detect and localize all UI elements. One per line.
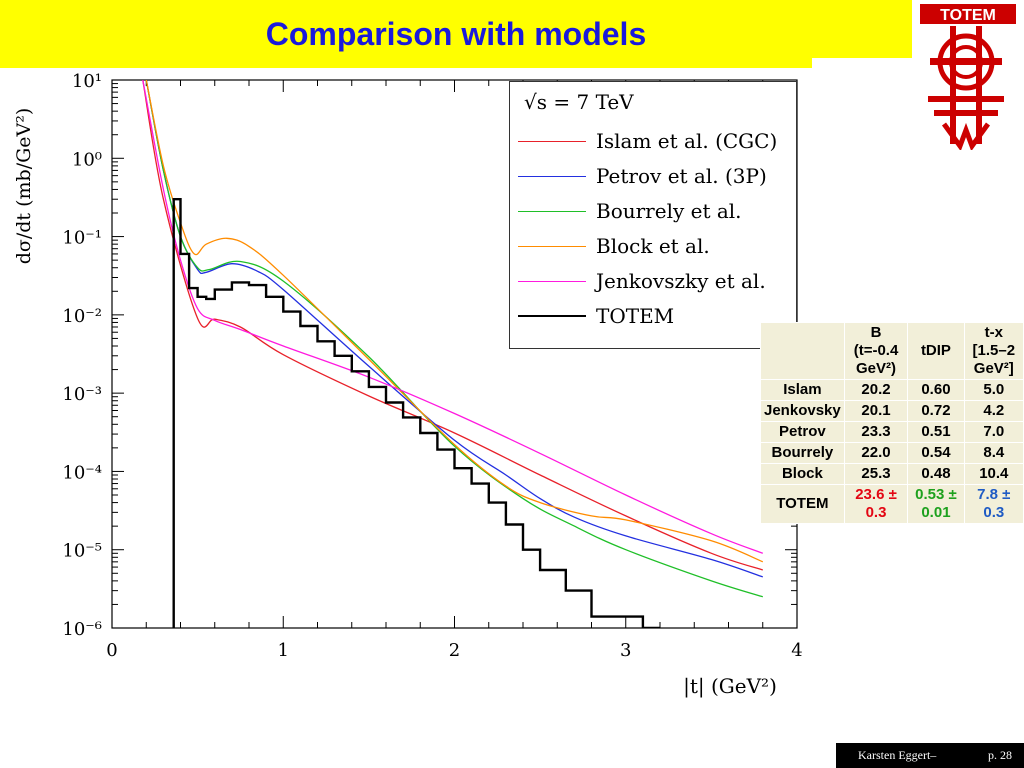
x-tick-labels: 0 1 2 3 4 — [106, 640, 802, 661]
table-cell: 5.0 — [963, 379, 1024, 401]
legend-label: Block et al. — [596, 234, 710, 258]
table-cell: Petrov — [760, 421, 845, 443]
totem-logo: TOTEM — [920, 4, 1016, 150]
table-cell: 20.2 — [843, 379, 909, 401]
series-line-totem — [172, 198, 660, 628]
footer-author: Karsten Eggert– — [858, 748, 937, 762]
table-header-cell: tDIP — [907, 322, 965, 380]
footer-bar: Karsten Eggert– p. 28 — [836, 743, 1024, 768]
x-tick-label: 2 — [449, 640, 460, 661]
series-layer — [142, 80, 764, 628]
table-cell: 10.4 — [963, 463, 1024, 485]
y-tick-label: 10⁰ — [72, 149, 102, 170]
table-cell: 22.0 — [843, 442, 909, 464]
table-header-cell: B (t=-0.4 GeV²) — [843, 322, 909, 380]
table-cell: 7.0 — [963, 421, 1024, 443]
x-tick-label: 0 — [106, 640, 117, 661]
table-cell-totem-b: 23.6 ± 0.3 — [843, 484, 909, 524]
logo-bar-1 — [928, 96, 1004, 102]
legend-swatch — [518, 280, 586, 282]
table-cell: 23.3 — [843, 421, 909, 443]
x-tick-label: 3 — [620, 640, 631, 661]
legend-item: Block et al. — [518, 231, 710, 261]
table-header-cell — [760, 322, 845, 380]
title-bar-notch — [812, 58, 912, 72]
table-cell-totem-tx: 7.8 ± 0.3 — [963, 484, 1024, 524]
y-tick-labels: 10¹ 10⁰ 10⁻¹ 10⁻² 10⁻³ 10⁻⁴ 10⁻⁵ 10⁻⁶ — [62, 71, 102, 640]
legend-label: TOTEM — [596, 304, 675, 328]
table-cell: 4.2 — [963, 400, 1024, 422]
logo-text: TOTEM — [940, 7, 996, 24]
table-cell-totem-tdip: 0.53 ± 0.01 — [907, 484, 965, 524]
logo-w-mark — [941, 122, 991, 150]
legend-label: Bourrely et al. — [596, 199, 742, 223]
table-row: Petrov 23.3 0.51 7.0 — [760, 421, 1024, 443]
legend-item: Islam et al. (CGC) — [518, 126, 777, 156]
y-tick-label: 10⁻⁶ — [62, 619, 102, 640]
y-tick-label: 10⁻² — [62, 306, 102, 327]
table-cell: Jenkovsky — [760, 400, 845, 422]
legend-swatch — [518, 140, 586, 142]
y-tick-label: 10⁻¹ — [62, 228, 102, 249]
series-line-jenkovszky — [142, 80, 764, 554]
table-cell: 0.51 — [907, 421, 965, 443]
table-row: Jenkovsky 20.1 0.72 4.2 — [760, 400, 1024, 422]
legend-swatch — [518, 210, 586, 212]
legend-swatch — [518, 175, 586, 177]
legend-swatch — [518, 245, 586, 247]
legend-item: TOTEM — [518, 301, 674, 331]
table-cell: 0.54 — [907, 442, 965, 464]
title-bar — [0, 0, 912, 68]
legend-swatch — [518, 315, 586, 317]
table-cell: 8.4 — [963, 442, 1024, 464]
table-row: Islam 20.2 0.60 5.0 — [760, 379, 1024, 401]
y-tick-label: 10⁻³ — [62, 384, 102, 405]
legend-label: Petrov et al. (3P) — [596, 164, 767, 188]
series-line-islam — [142, 80, 764, 571]
y-tick-label: 10⁻⁵ — [62, 541, 102, 562]
x-tick-label: 4 — [791, 640, 802, 661]
logo-beam — [930, 58, 1002, 65]
table-header-cell: t-x [1.5–2 GeV²] — [963, 322, 1024, 380]
logo-banner — [920, 4, 1016, 24]
x-tick-label: 1 — [278, 640, 289, 661]
table-cell: 0.72 — [907, 400, 965, 422]
table-row-totem: TOTEM 23.6 ± 0.3 0.53 ± 0.01 7.8 ± 0.3 — [760, 484, 1024, 524]
legend-label: Jenkovszky et al. — [596, 269, 766, 293]
table-cell: Block — [760, 463, 845, 485]
table-cell: 0.60 — [907, 379, 965, 401]
parameter-table: B (t=-0.4 GeV²) tDIP t-x [1.5–2 GeV²] Is… — [760, 322, 1024, 524]
footer-page-number: p. 28 — [988, 748, 1012, 762]
table-row: Bourrely 22.0 0.54 8.4 — [760, 442, 1024, 464]
legend-item: Petrov et al. (3P) — [518, 161, 767, 191]
y-tick-label: 10⁻⁴ — [62, 462, 102, 483]
table-cell: Bourrely — [760, 442, 845, 464]
table-cell: 25.3 — [843, 463, 909, 485]
table-cell: 20.1 — [843, 400, 909, 422]
logo-bar-2 — [934, 110, 998, 116]
y-axis-label: dσ/dt (mb/GeV²) — [13, 108, 35, 265]
table-row: Block 25.3 0.48 10.4 — [760, 463, 1024, 485]
chart-legend: √s = 7 TeV Islam et al. (CGC) Petrov et a… — [509, 81, 797, 349]
table-cell: TOTEM — [760, 484, 845, 524]
legend-energy: √s = 7 TeV — [524, 90, 634, 114]
legend-label: Islam et al. (CGC) — [596, 129, 778, 153]
table-cell: 0.48 — [907, 463, 965, 485]
table-header-row: B (t=-0.4 GeV²) tDIP t-x [1.5–2 GeV²] — [760, 322, 1024, 380]
y-tick-label: 10¹ — [72, 71, 102, 92]
legend-item: Jenkovszky et al. — [518, 266, 766, 296]
slide-title: Comparison with models — [265, 16, 647, 52]
x-axis-label: |t| (GeV²) — [683, 674, 777, 699]
legend-item: Bourrely et al. — [518, 196, 742, 226]
series-line-block — [145, 80, 764, 563]
table-cell: Islam — [760, 379, 845, 401]
